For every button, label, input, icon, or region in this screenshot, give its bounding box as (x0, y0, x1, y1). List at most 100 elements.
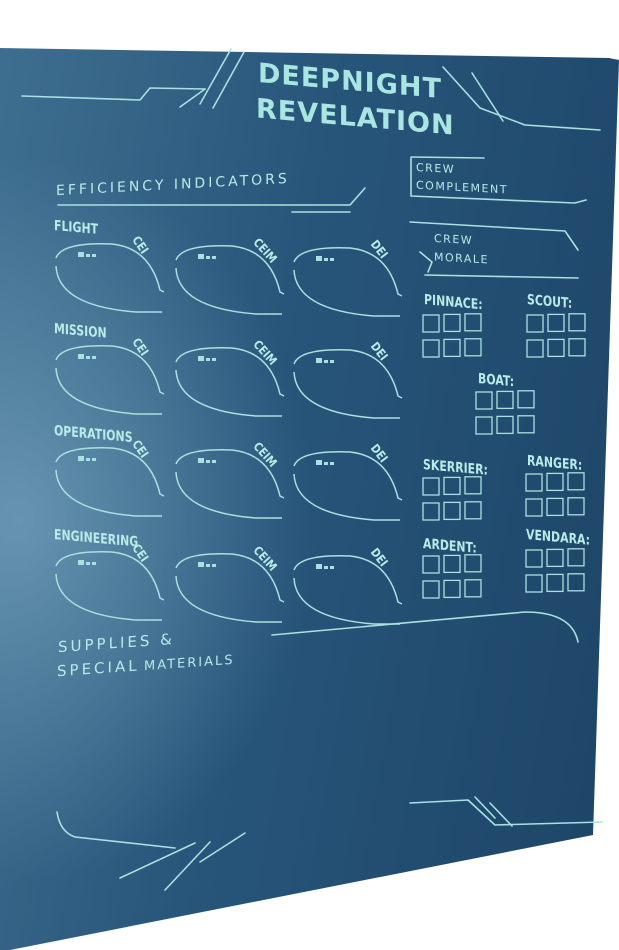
gauge-arc-mission-cei (55, 345, 165, 415)
frame-bottom-left-slash-b (164, 841, 211, 891)
checkbox-ardent-4 (422, 580, 440, 599)
checkbox-ranger-2 (546, 472, 564, 492)
checkbox-boat-5 (496, 415, 514, 435)
crew-complement-top (410, 156, 485, 159)
checkbox-scout-6 (568, 338, 586, 357)
gauge-arc-operations-ceim (175, 449, 285, 519)
gauge-arc-engineering-ceim (175, 553, 285, 623)
checkbox-pinnace-4 (422, 339, 440, 358)
checkbox-skerrier-1 (422, 477, 440, 496)
craft-checkbox-grids (422, 313, 586, 599)
frame-top-right-a (442, 66, 601, 131)
checkbox-ardent-6 (464, 579, 482, 598)
gauge-arc-flight-cei (55, 243, 165, 313)
checkbox-boat-2 (496, 390, 514, 410)
checkbox-pinnace-3 (464, 313, 482, 332)
checkbox-ardent-1 (422, 555, 440, 574)
frame-top-left-slash-c (212, 51, 245, 109)
checkbox-boat-4 (475, 416, 493, 435)
gauge-arc-operations-cei (55, 447, 165, 517)
checkbox-ardent-2 (443, 554, 461, 574)
frame-top-right-b (471, 72, 504, 122)
checkbox-skerrier-3 (464, 476, 482, 495)
checkbox-grid-ardent (422, 554, 482, 599)
craft-label-scout: SCOUT: (527, 292, 573, 313)
supplies-divider (271, 611, 579, 643)
gauge-dashes-engineering-cei (78, 560, 96, 565)
checkbox-vendara-6 (567, 573, 585, 592)
crew-morale-line-2: MORALE (434, 250, 489, 267)
gauge-dashes-mission-dei (316, 358, 334, 363)
checkbox-skerrier-2 (443, 476, 461, 496)
gauge-arc-mission-ceim (175, 347, 285, 417)
checkbox-ranger-3 (567, 472, 585, 491)
checkbox-grid-scout (526, 313, 586, 358)
gauge-dashes-flight-ceim (198, 254, 216, 259)
checkbox-grid-skerrier (422, 476, 482, 521)
checkbox-boat-1 (475, 391, 493, 410)
checkbox-scout-3 (568, 313, 586, 332)
checkbox-grid-boat (475, 390, 535, 435)
gauge-dashes-mission-ceim (198, 356, 216, 361)
crew-complement-line-1: CREW (416, 160, 456, 177)
gauge-dashes-flight-dei (316, 256, 334, 261)
gauge-arc-flight-dei (293, 247, 403, 317)
gauge-arc-operations-dei (293, 451, 403, 521)
efficiency-underline (57, 187, 366, 206)
checkbox-vendara-4 (525, 574, 543, 593)
dept-label-flight: FLIGHT (54, 218, 99, 238)
checkbox-vendara-2 (546, 548, 564, 568)
checkbox-boat-3 (517, 390, 535, 409)
craft-label-boat: BOAT: (478, 371, 515, 391)
checkbox-pinnace-5 (443, 338, 461, 358)
checkbox-pinnace-2 (443, 313, 461, 333)
frame-bottom-left-slash-c (199, 832, 246, 863)
checkbox-pinnace-1 (422, 314, 440, 333)
checkbox-skerrier-6 (464, 501, 482, 520)
gauge-arc-flight-ceim (175, 245, 285, 315)
gauge-dashes-operations-cei (78, 456, 96, 461)
gauge-arc-mission-dei (293, 349, 403, 419)
checkbox-ardent-5 (443, 579, 461, 599)
crew-morale-bottom (424, 274, 579, 279)
checkbox-scout-1 (526, 314, 544, 333)
gauge-arc-engineering-cei (55, 551, 165, 621)
checkbox-skerrier-5 (443, 501, 461, 521)
checkbox-ardent-3 (464, 554, 482, 573)
frame-bottom-left-slash-a (119, 842, 196, 879)
frame-bottom-right-b (474, 796, 496, 819)
gauge-dashes-mission-cei (78, 354, 96, 359)
checkbox-vendara-3 (567, 548, 585, 567)
crew-complement-frame (410, 157, 587, 204)
crew-morale-hook (419, 251, 433, 273)
gauge-dashes-operations-dei (316, 460, 334, 465)
indicator-arcs (55, 243, 403, 625)
frame-top-left-slash-a (179, 88, 206, 108)
gauge-dashes-engineering-ceim (198, 562, 216, 567)
gauge-arc-engineering-dei (293, 555, 403, 625)
checkbox-grid-vendara (525, 548, 585, 593)
checkbox-vendara-1 (525, 549, 543, 568)
crew-morale-line-1: CREW (434, 231, 474, 248)
frame-top-left-line (21, 87, 206, 101)
checkbox-boat-6 (517, 415, 535, 434)
checkbox-ranger-4 (525, 498, 543, 517)
checkbox-ranger-6 (567, 497, 585, 516)
frame-bottom-right-a (409, 799, 603, 826)
frame-top-left-slash-b (199, 48, 232, 105)
checkbox-grid-ranger (525, 472, 585, 517)
checkbox-pinnace-6 (464, 338, 482, 357)
crew-morale-frame (409, 221, 579, 251)
checkbox-scout-5 (547, 338, 565, 358)
gauge-dashes-flight-cei (78, 252, 96, 257)
checkbox-scout-2 (547, 313, 565, 333)
frame-bottom-left-curve (56, 811, 176, 849)
frame-bottom-right-c (489, 802, 513, 827)
checkbox-ranger-5 (546, 497, 564, 517)
checkbox-vendara-5 (546, 573, 564, 593)
gauge-dashes-operations-ceim (198, 458, 216, 463)
checkbox-skerrier-4 (422, 502, 440, 521)
